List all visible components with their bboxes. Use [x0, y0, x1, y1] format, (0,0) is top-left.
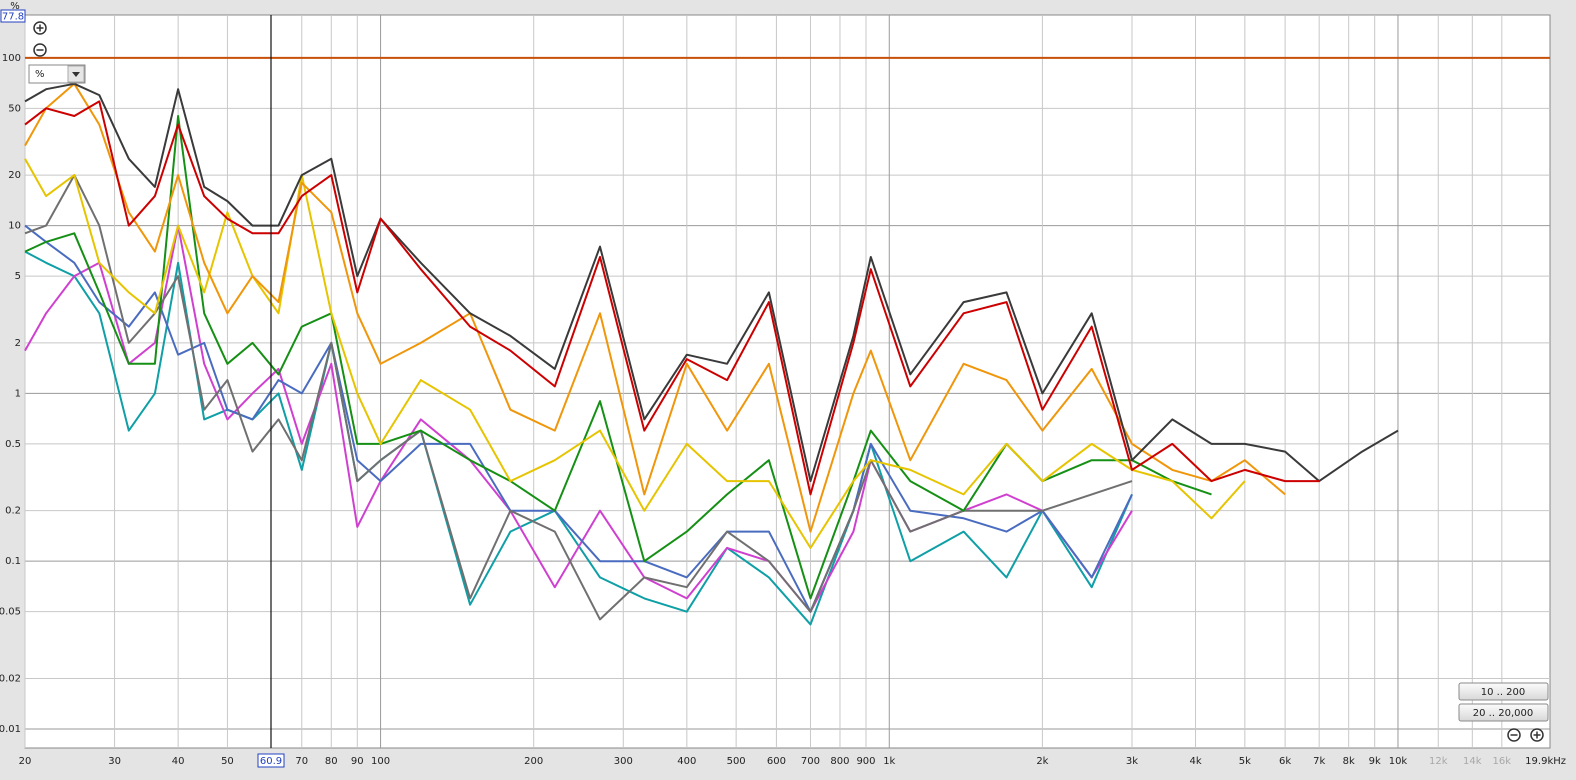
cursor-label: 60.9 [260, 756, 282, 767]
x-tick-label: 30 [108, 756, 121, 767]
plot-area [24, 14, 1551, 749]
range-button[interactable]: 20 .. 20,000 [1458, 703, 1549, 722]
y-tick-label: 0.02 [0, 673, 21, 684]
readout-box [0, 9, 26, 23]
series-line [24, 82, 1286, 533]
x-tick-label: 12k [1429, 756, 1448, 767]
series-line [24, 158, 1246, 549]
y-tick-label: 100 [2, 53, 21, 64]
x-tick-label: 50 [221, 756, 234, 767]
x-tick-label: 700 [801, 756, 820, 767]
y-tick-label: 0.1 [5, 556, 21, 567]
y-tick-label: 0.01 [0, 724, 21, 735]
range-button-text: 20 .. 20,000 [1473, 708, 1533, 719]
zoom-out-x[interactable] [1507, 728, 1521, 742]
zoom-in-x[interactable] [1530, 728, 1544, 742]
x-tick-label: 800 [830, 756, 849, 767]
series-line [24, 100, 1320, 496]
zoom-in-y[interactable] [33, 21, 47, 35]
x-tick-label: 200 [524, 756, 543, 767]
range-button-text: 10 .. 200 [1481, 687, 1526, 698]
x-tick-label: 600 [767, 756, 786, 767]
x-tick-label: 9k [1369, 756, 1381, 767]
x-tick-label: 70 [295, 756, 308, 767]
y-tick-label: 10 [8, 221, 21, 232]
x-tick-label: 400 [677, 756, 696, 767]
y-tick-label: 50 [8, 103, 21, 114]
y-tick-label: 0.05 [0, 607, 21, 618]
y-tick-label: 0.2 [5, 506, 21, 517]
cursor-readout: 77.8 [2, 12, 24, 23]
x-tick-label: 40 [172, 756, 185, 767]
series-line [24, 250, 1133, 626]
grid [24, 15, 1550, 748]
x-tick-label: 20 [19, 756, 32, 767]
series-line [24, 82, 1399, 483]
x-tick-label: 5k [1239, 756, 1251, 767]
y-tick-label: 5 [15, 271, 21, 282]
range-button[interactable]: 10 .. 200 [1458, 682, 1549, 701]
x-tick-label: 3k [1126, 756, 1138, 767]
y-unit: % [10, 1, 20, 12]
x-tick-label: 80 [325, 756, 338, 767]
series-line [24, 224, 1133, 613]
x-tick-label: 8k [1343, 756, 1355, 767]
y-tick-label: 0.5 [5, 439, 21, 450]
cursor-label-box [257, 753, 285, 768]
series-lines [24, 82, 1399, 626]
x-tick-label: 900 [856, 756, 875, 767]
x-tick-label: 4k [1189, 756, 1201, 767]
series-line [24, 174, 1133, 621]
x-tick-label: 10k [1389, 756, 1408, 767]
y-tick-label: 20 [8, 170, 21, 181]
x-tick-label: 16k [1493, 756, 1512, 767]
x-tick-label: 2k [1036, 756, 1048, 767]
x-tick-label: 7k [1313, 756, 1325, 767]
x-tick-label: 6k [1279, 756, 1291, 767]
x-tick-label: 90 [351, 756, 364, 767]
x-tick-label: 500 [727, 756, 746, 767]
x-tick-label: 14k [1463, 756, 1482, 767]
zoom-out-y[interactable] [33, 43, 47, 57]
unit-dropdown[interactable]: % [28, 64, 86, 84]
x-tick-label: 300 [614, 756, 633, 767]
x-tick-label: 1k [883, 756, 895, 767]
unit-dropdown-text: % [35, 69, 45, 80]
x-tick-label: 19.9kHz [1525, 756, 1566, 767]
labels: 100 50 20 10 5 2 1 0.5 0.2 0.1 0.05 0.02 0.01 20 30 40 5… [0, 15, 1566, 768]
y-tick-label: 2 [15, 338, 21, 349]
y-tick-label: 1 [15, 388, 21, 399]
x-tick-label: 100 [371, 756, 390, 767]
